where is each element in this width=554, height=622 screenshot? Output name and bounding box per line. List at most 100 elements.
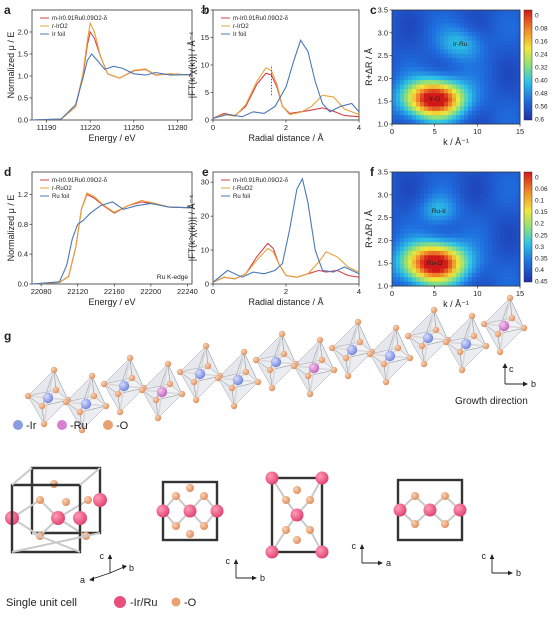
y-tick-label: 30 — [201, 178, 209, 187]
edge-annotation: Ru K-edge — [157, 274, 188, 281]
heatmap-cell — [400, 259, 405, 265]
oxygen-atom — [186, 530, 194, 538]
heatmap-cell — [484, 259, 489, 265]
heatmap-cell — [508, 176, 513, 182]
heatmap-cell — [432, 259, 437, 265]
heatmap-cell — [400, 71, 405, 77]
legend-atom-dot — [103, 420, 113, 430]
heatmap-annotation-0: Ir-O — [429, 96, 440, 103]
heatmap-cell — [452, 40, 457, 46]
heatmap-cell — [400, 75, 405, 81]
heatmap-cell — [516, 23, 521, 28]
heatmap-cell — [404, 237, 409, 243]
heatmap-cell — [512, 93, 517, 99]
heatmap-cell — [476, 93, 481, 99]
heatmap-cell — [424, 246, 429, 252]
heatmap-cell — [408, 71, 413, 77]
heatmap-cell — [408, 14, 413, 20]
heatmap-annotation-0: Ru-O — [427, 260, 443, 267]
heatmap-cell — [508, 10, 513, 15]
heatmap-cell — [396, 264, 401, 269]
heatmap-cell — [452, 31, 457, 37]
heatmap-cell — [392, 277, 397, 283]
heatmap-cell — [468, 180, 473, 186]
heatmap-cell — [476, 115, 481, 121]
heatmap-cell — [516, 224, 521, 230]
heatmap-cell — [440, 27, 445, 33]
heatmap-cell — [460, 180, 465, 186]
heatmap-cell — [400, 281, 405, 287]
heatmap-cell — [480, 27, 485, 33]
heatmap-cell — [472, 277, 477, 283]
heatmap-cell — [460, 53, 465, 59]
heatmap-cell — [460, 220, 465, 226]
heatmap-cell — [412, 250, 417, 256]
heatmap-cell — [448, 220, 453, 226]
heatmap-cell — [472, 185, 477, 190]
heatmap-cell — [500, 180, 505, 186]
arrowhead — [122, 564, 127, 570]
heatmap-cell — [472, 110, 477, 116]
heatmap-cell — [424, 23, 429, 28]
heatmap-cell — [452, 259, 457, 265]
heatmap-cell — [472, 45, 477, 50]
heatmap-cell — [440, 224, 445, 230]
legend-label-1: r-RuO2 — [233, 186, 253, 192]
heatmap-cell — [404, 242, 409, 247]
heatmap-cell — [472, 93, 477, 99]
heatmap-cell — [468, 193, 473, 199]
oxygen-atom — [406, 354, 414, 362]
y-tick-label: 1.5 — [18, 50, 28, 59]
heatmap-cell — [484, 75, 489, 81]
heatmap-cell — [504, 250, 509, 256]
heatmap-cell — [400, 229, 405, 234]
heatmap-cell — [448, 27, 453, 33]
heatmap-cell — [448, 215, 453, 221]
heatmap-cell — [512, 88, 517, 94]
heatmap-cell — [488, 207, 493, 212]
heatmap-cell — [448, 207, 453, 212]
heatmap-cell — [444, 172, 449, 177]
heatmap-cell — [412, 185, 417, 190]
heatmap-cell — [452, 277, 457, 283]
heatmap-cell — [492, 36, 497, 42]
oxygen-atom — [366, 350, 374, 358]
bond — [31, 532, 81, 553]
colorbar — [523, 9, 533, 121]
heatmap-cell — [436, 185, 441, 190]
heatmap-cell — [424, 176, 429, 182]
octahedron-face — [383, 357, 411, 383]
heatmap-cell — [480, 115, 485, 121]
heatmap-cell — [508, 180, 513, 186]
heatmap-cell — [448, 80, 453, 85]
heatmap-cell — [512, 202, 517, 208]
heatmap-cell — [412, 88, 417, 94]
heatmap-cell — [472, 18, 477, 24]
heatmap-cell — [500, 233, 505, 239]
heatmap-cell — [416, 115, 421, 121]
heatmap-cell — [440, 40, 445, 46]
heatmap-cell — [484, 185, 489, 190]
heatmap-cell — [420, 233, 425, 239]
heatmap-cell — [416, 185, 421, 190]
heatmap-cell — [460, 18, 465, 24]
heatmap-cell — [492, 80, 497, 85]
heatmap-cell — [416, 268, 421, 274]
heatmap-cell — [484, 10, 489, 15]
heatmap-cell — [444, 40, 449, 46]
heatmap-cell — [448, 246, 453, 252]
oxygen-atom — [306, 496, 314, 504]
octahedron-face — [269, 363, 297, 389]
heatmap-cell — [416, 259, 421, 265]
heatmap-cell — [460, 14, 465, 20]
heatmap-cell — [496, 23, 501, 28]
heatmap-cell — [500, 110, 505, 116]
heatmap-cell — [512, 246, 517, 252]
heatmap-cell — [496, 211, 501, 217]
heatmap-cell — [516, 18, 521, 24]
heatmap-cell — [488, 36, 493, 42]
heatmap-cell — [412, 14, 417, 20]
heatmap-cell — [400, 268, 405, 274]
heatmap-cell — [412, 264, 417, 269]
heatmap-cell — [476, 36, 481, 42]
